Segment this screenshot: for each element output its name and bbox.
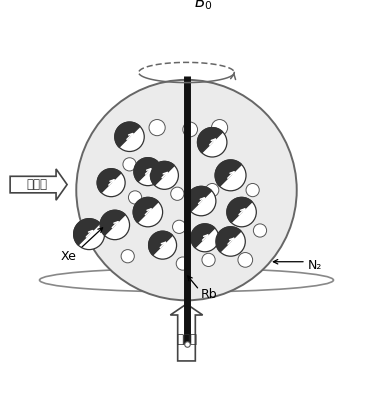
- Circle shape: [173, 220, 186, 233]
- Circle shape: [216, 227, 245, 256]
- Polygon shape: [149, 231, 172, 255]
- Circle shape: [211, 120, 228, 136]
- Circle shape: [74, 219, 104, 249]
- Polygon shape: [115, 122, 140, 147]
- Text: Xe: Xe: [61, 250, 77, 263]
- Circle shape: [149, 231, 176, 259]
- Text: Rb: Rb: [201, 288, 218, 301]
- Text: $B_0$: $B_0$: [194, 0, 213, 12]
- Circle shape: [202, 253, 215, 267]
- Circle shape: [128, 191, 142, 204]
- Circle shape: [115, 122, 144, 152]
- Circle shape: [215, 160, 246, 191]
- Polygon shape: [100, 210, 125, 235]
- Polygon shape: [74, 219, 100, 245]
- Polygon shape: [150, 162, 174, 185]
- Circle shape: [191, 224, 219, 252]
- Circle shape: [176, 257, 189, 270]
- Circle shape: [227, 198, 256, 227]
- Polygon shape: [134, 158, 158, 182]
- Circle shape: [183, 122, 198, 137]
- Polygon shape: [97, 169, 121, 192]
- Circle shape: [186, 187, 216, 216]
- FancyArrow shape: [10, 169, 67, 200]
- Circle shape: [198, 128, 227, 157]
- Circle shape: [206, 183, 219, 197]
- Polygon shape: [186, 187, 211, 211]
- Polygon shape: [216, 227, 241, 252]
- Circle shape: [133, 198, 163, 227]
- Circle shape: [97, 169, 125, 197]
- Circle shape: [150, 162, 178, 189]
- Circle shape: [238, 253, 253, 267]
- Polygon shape: [215, 160, 241, 186]
- Polygon shape: [198, 128, 223, 153]
- Text: N₂: N₂: [308, 259, 322, 272]
- Circle shape: [171, 187, 184, 200]
- Text: 抽运光: 抽运光: [176, 333, 197, 346]
- Circle shape: [246, 183, 259, 197]
- Text: 检测光: 检测光: [26, 178, 47, 191]
- Circle shape: [100, 210, 129, 240]
- Circle shape: [123, 158, 136, 171]
- Polygon shape: [227, 198, 252, 223]
- Polygon shape: [133, 198, 158, 223]
- Circle shape: [253, 224, 267, 237]
- Ellipse shape: [40, 268, 333, 292]
- Circle shape: [76, 80, 297, 300]
- Circle shape: [134, 158, 162, 186]
- Circle shape: [121, 249, 134, 263]
- Polygon shape: [191, 224, 215, 248]
- FancyArrow shape: [170, 304, 203, 361]
- Circle shape: [149, 120, 165, 136]
